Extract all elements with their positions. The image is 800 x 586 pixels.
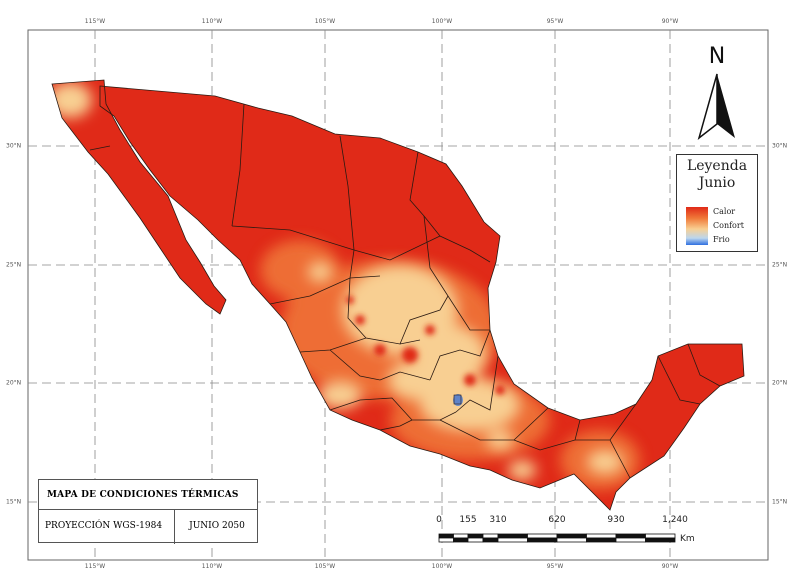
scale-bar-graphic <box>438 533 676 543</box>
graticule-label-left: 25°N <box>6 261 22 269</box>
scale-tick: 310 <box>489 515 507 525</box>
legend-title: Leyenda <box>686 158 748 174</box>
scale-tick: 0 <box>436 515 442 525</box>
graticule-label-bottom: 115°W <box>84 563 106 570</box>
graticule-label-bottom: 100°W <box>431 563 453 570</box>
graticule-label-right: 15°N <box>772 498 788 506</box>
scale-tick: 155 <box>459 515 477 525</box>
scale-unit: Km <box>680 534 695 544</box>
legend-item-frio: Frio <box>713 235 730 244</box>
state-boundaries <box>51 79 745 511</box>
mexico-city-marker <box>453 394 462 405</box>
north-arrow-label: N <box>708 44 726 69</box>
scale-bar: 0 155 310 620 930 1,240 <box>430 515 730 555</box>
scale-tick: 620 <box>548 515 566 525</box>
graticule-label-right: 30°N <box>772 142 788 150</box>
legend-item-calor: Calor <box>713 207 736 216</box>
graticule-label-left: 20°N <box>6 379 22 387</box>
legend: Leyenda Junio Calor Confort Frio <box>676 154 758 252</box>
graticule-label-bottom: 90°W <box>661 563 679 570</box>
graticule-label-top: 95°W <box>546 18 564 25</box>
graticule-label-top: 105°W <box>314 18 336 25</box>
graticule-label-top: 115°W <box>84 18 106 25</box>
graticule-label-right: 20°N <box>772 379 788 387</box>
graticule-label-top: 90°W <box>661 18 679 25</box>
legend-item-confort: Confort <box>713 221 744 230</box>
graticule-label-right: 25°N <box>772 261 788 269</box>
graticule-label-bottom: 95°W <box>546 563 564 570</box>
map-title: MAPA DE CONDICIONES TÉRMICAS <box>39 480 257 510</box>
graticule-label-left: 30°N <box>6 142 22 150</box>
graticule-label-bottom: 105°W <box>314 563 336 570</box>
legend-subtitle: Junio <box>698 175 736 191</box>
legend-color-ramp <box>686 207 708 245</box>
graticule-label-top: 100°W <box>431 18 453 25</box>
north-arrow: N <box>692 44 742 144</box>
map-date: JUNIO 2050 <box>189 521 245 531</box>
graticule-label-top: 110°W <box>201 18 223 25</box>
graticule-label-left: 15°N <box>6 498 22 506</box>
north-arrow-icon <box>697 73 735 140</box>
projection-label: PROYECCIÓN WGS-1984 <box>39 510 175 544</box>
scale-tick: 1,240 <box>662 515 688 525</box>
scale-tick: 930 <box>607 515 625 525</box>
title-block: MAPA DE CONDICIONES TÉRMICAS PROYECCIÓN … <box>38 479 258 544</box>
graticule-label-bottom: 110°W <box>201 563 223 570</box>
